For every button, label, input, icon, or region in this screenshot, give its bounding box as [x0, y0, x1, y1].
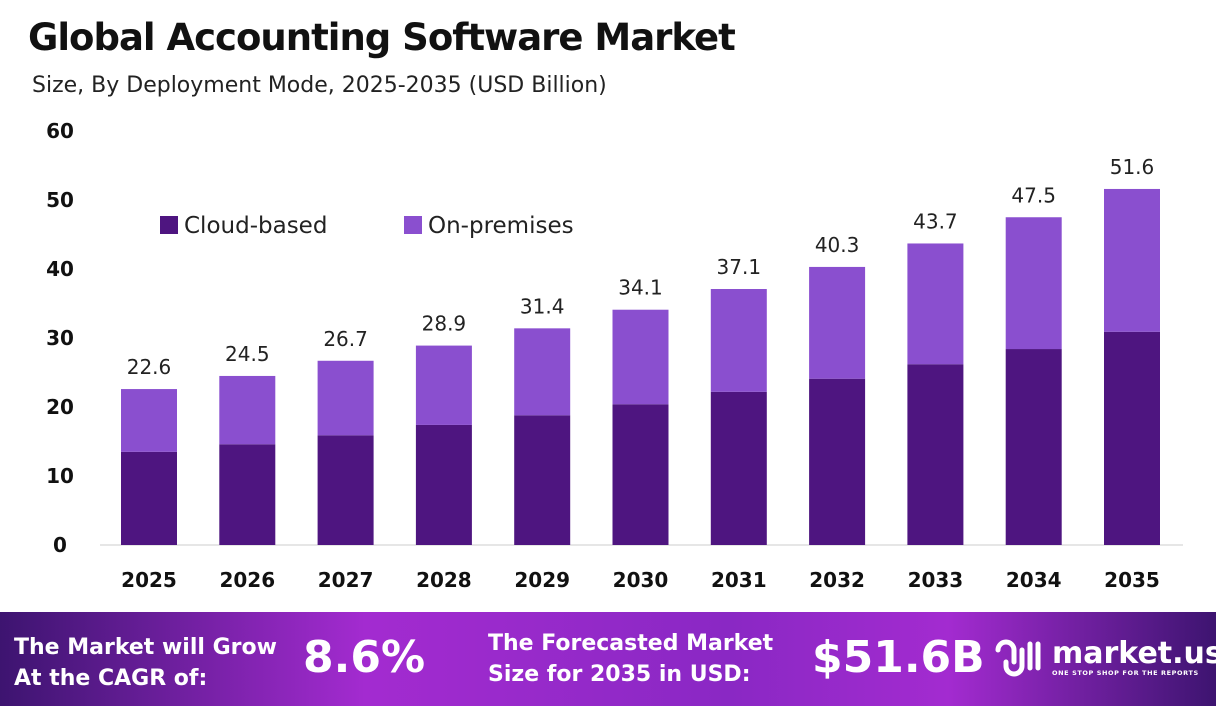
bar-on-premises-2026 [219, 375, 276, 445]
x-tick-label: 2035 [1104, 568, 1160, 592]
x-tick-label: 2034 [1006, 568, 1062, 592]
chart-title: Global Accounting Software Market [28, 16, 736, 59]
bar-on-premises-2027 [317, 360, 374, 436]
total-label-2025: 22.6 [127, 355, 172, 379]
bar-on-premises-2034 [1005, 217, 1062, 350]
total-label-2028: 28.9 [422, 312, 467, 336]
bar-on-premises-2025 [121, 389, 177, 452]
cagr-label-line1: The Market will Grow [14, 635, 277, 660]
y-tick-label: 20 [46, 395, 74, 419]
forecast-value: $51.6B [812, 632, 985, 683]
total-label-2032: 40.3 [815, 233, 860, 257]
bar-on-premises-2033 [907, 243, 964, 365]
bar-chart: 010203040506022.6202524.5202626.7202728.… [46, 119, 1183, 592]
x-tick-label: 2030 [613, 568, 669, 592]
footer-banner: The Market will Grow At the CAGR of: 8.6… [0, 612, 1216, 706]
logo-tagline: ONE STOP SHOP FOR THE REPORTS [1052, 669, 1199, 677]
cagr-label: The Market will Grow At the CAGR of: [14, 632, 277, 694]
bar-cloud-based-2026 [219, 444, 276, 545]
forecast-label-line2: Size for 2035 in USD: [488, 662, 751, 687]
y-tick-label: 60 [46, 119, 74, 143]
total-label-2029: 31.4 [520, 294, 565, 318]
bar-on-premises-2029 [514, 328, 571, 416]
y-tick-label: 40 [46, 257, 74, 281]
bar-cloud-based-2028 [415, 424, 472, 545]
total-label-2026: 24.5 [225, 342, 270, 366]
x-tick-label: 2027 [318, 568, 374, 592]
total-label-2030: 34.1 [618, 276, 663, 300]
chart-subtitle: Size, By Deployment Mode, 2025-2035 (USD… [32, 73, 607, 98]
total-label-2027: 26.7 [323, 327, 368, 351]
legend-swatch-cloud-based [160, 216, 178, 234]
x-tick-label: 2025 [121, 568, 177, 592]
y-tick-label: 30 [46, 326, 74, 350]
y-tick-label: 0 [53, 533, 67, 557]
x-tick-label: 2032 [809, 568, 865, 592]
total-label-2031: 37.1 [717, 255, 762, 279]
bar-on-premises-2035 [1104, 188, 1160, 332]
bar-cloud-based-2032 [809, 378, 866, 545]
total-label-2034: 47.5 [1011, 183, 1056, 207]
bar-cloud-based-2025 [121, 451, 177, 545]
x-tick-label: 2029 [514, 568, 570, 592]
y-tick-label: 10 [46, 464, 74, 488]
legend-label-on-premises: On-premises [428, 213, 574, 239]
total-label-2035: 51.6 [1110, 155, 1155, 179]
logo-icon [995, 639, 1041, 677]
x-tick-label: 2033 [908, 568, 964, 592]
market-us-logo: market.us ONE STOP SHOP FOR THE REPORTS [992, 636, 1216, 680]
bar-cloud-based-2027 [317, 435, 374, 545]
cagr-label-line2: At the CAGR of: [14, 666, 208, 691]
bar-on-premises-2032 [809, 266, 866, 379]
bar-cloud-based-2029 [514, 415, 571, 545]
forecast-label: The Forecasted Market Size for 2035 in U… [488, 628, 773, 690]
cagr-value: 8.6% [303, 632, 426, 683]
bar-cloud-based-2035 [1104, 331, 1160, 545]
x-tick-label: 2031 [711, 568, 767, 592]
bar-cloud-based-2034 [1005, 349, 1062, 545]
bar-on-premises-2030 [612, 309, 669, 405]
total-label-2033: 43.7 [913, 209, 958, 233]
x-tick-label: 2028 [416, 568, 472, 592]
bar-cloud-based-2033 [907, 364, 964, 545]
logo-name: market.us [1052, 636, 1216, 671]
bar-on-premises-2028 [415, 345, 472, 425]
bar-on-premises-2031 [710, 289, 767, 392]
forecast-label-line1: The Forecasted Market [488, 631, 774, 656]
bar-cloud-based-2030 [612, 404, 669, 545]
x-tick-label: 2026 [219, 568, 275, 592]
legend-swatch-on-premises [404, 216, 422, 234]
legend-label-cloud-based: Cloud-based [184, 213, 327, 239]
y-tick-label: 50 [46, 188, 74, 212]
bar-cloud-based-2031 [710, 391, 767, 545]
